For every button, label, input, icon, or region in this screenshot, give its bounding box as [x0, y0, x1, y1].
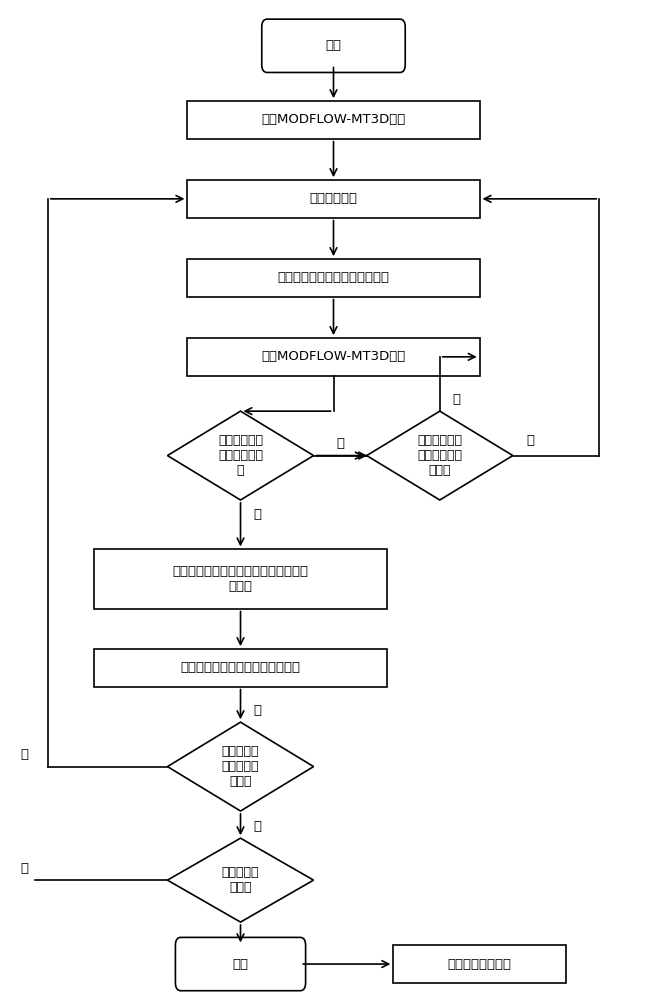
- FancyBboxPatch shape: [261, 19, 406, 72]
- Text: 否: 否: [336, 437, 344, 450]
- Bar: [187, 338, 480, 376]
- Bar: [187, 101, 480, 139]
- Text: 是否能迁移到
当前溯源发起
点: 是否能迁移到 当前溯源发起 点: [218, 434, 263, 477]
- Text: 停止: 停止: [233, 958, 249, 971]
- Text: 相邻网格内是
否还有潜在污
染组合: 相邻网格内是 否还有潜在污 染组合: [418, 434, 462, 477]
- Text: 否: 否: [526, 434, 534, 447]
- Polygon shape: [167, 722, 313, 811]
- Text: 构建MODFLOW-MT3D模型: 构建MODFLOW-MT3D模型: [261, 113, 406, 126]
- Text: 是否达到溯
源边界: 是否达到溯 源边界: [221, 866, 259, 894]
- Bar: [394, 945, 566, 983]
- Polygon shape: [367, 411, 513, 500]
- Text: 把该网格加入到溯源路径中并更新: 把该网格加入到溯源路径中并更新: [181, 661, 301, 674]
- Text: 开始: 开始: [325, 39, 342, 52]
- Bar: [94, 649, 387, 687]
- Text: 否: 否: [20, 862, 28, 875]
- Text: 否: 否: [20, 748, 28, 761]
- Text: 是: 是: [253, 508, 261, 521]
- Text: 建立起以该点为起点的相邻网格潜在污
染组合: 建立起以该点为起点的相邻网格潜在污 染组合: [173, 565, 309, 593]
- Bar: [187, 180, 480, 218]
- Text: 是: 是: [452, 393, 460, 406]
- Bar: [187, 259, 480, 297]
- Text: 是: 是: [253, 820, 261, 833]
- FancyBboxPatch shape: [175, 937, 305, 991]
- Text: 确定溯源起点: 确定溯源起点: [309, 192, 358, 205]
- Polygon shape: [167, 838, 313, 922]
- Text: 是: 是: [253, 704, 261, 717]
- Text: 输出潜在污染路径: 输出潜在污染路径: [448, 958, 512, 971]
- Bar: [94, 549, 387, 609]
- Text: 利用MODFLOW-MT3D验证: 利用MODFLOW-MT3D验证: [261, 350, 406, 363]
- Text: 建立一个相邻网格潜在污染组合: 建立一个相邻网格潜在污染组合: [277, 271, 390, 284]
- Text: 是否所有相
邻网格都验
证完毕: 是否所有相 邻网格都验 证完毕: [221, 745, 259, 788]
- Polygon shape: [167, 411, 313, 500]
